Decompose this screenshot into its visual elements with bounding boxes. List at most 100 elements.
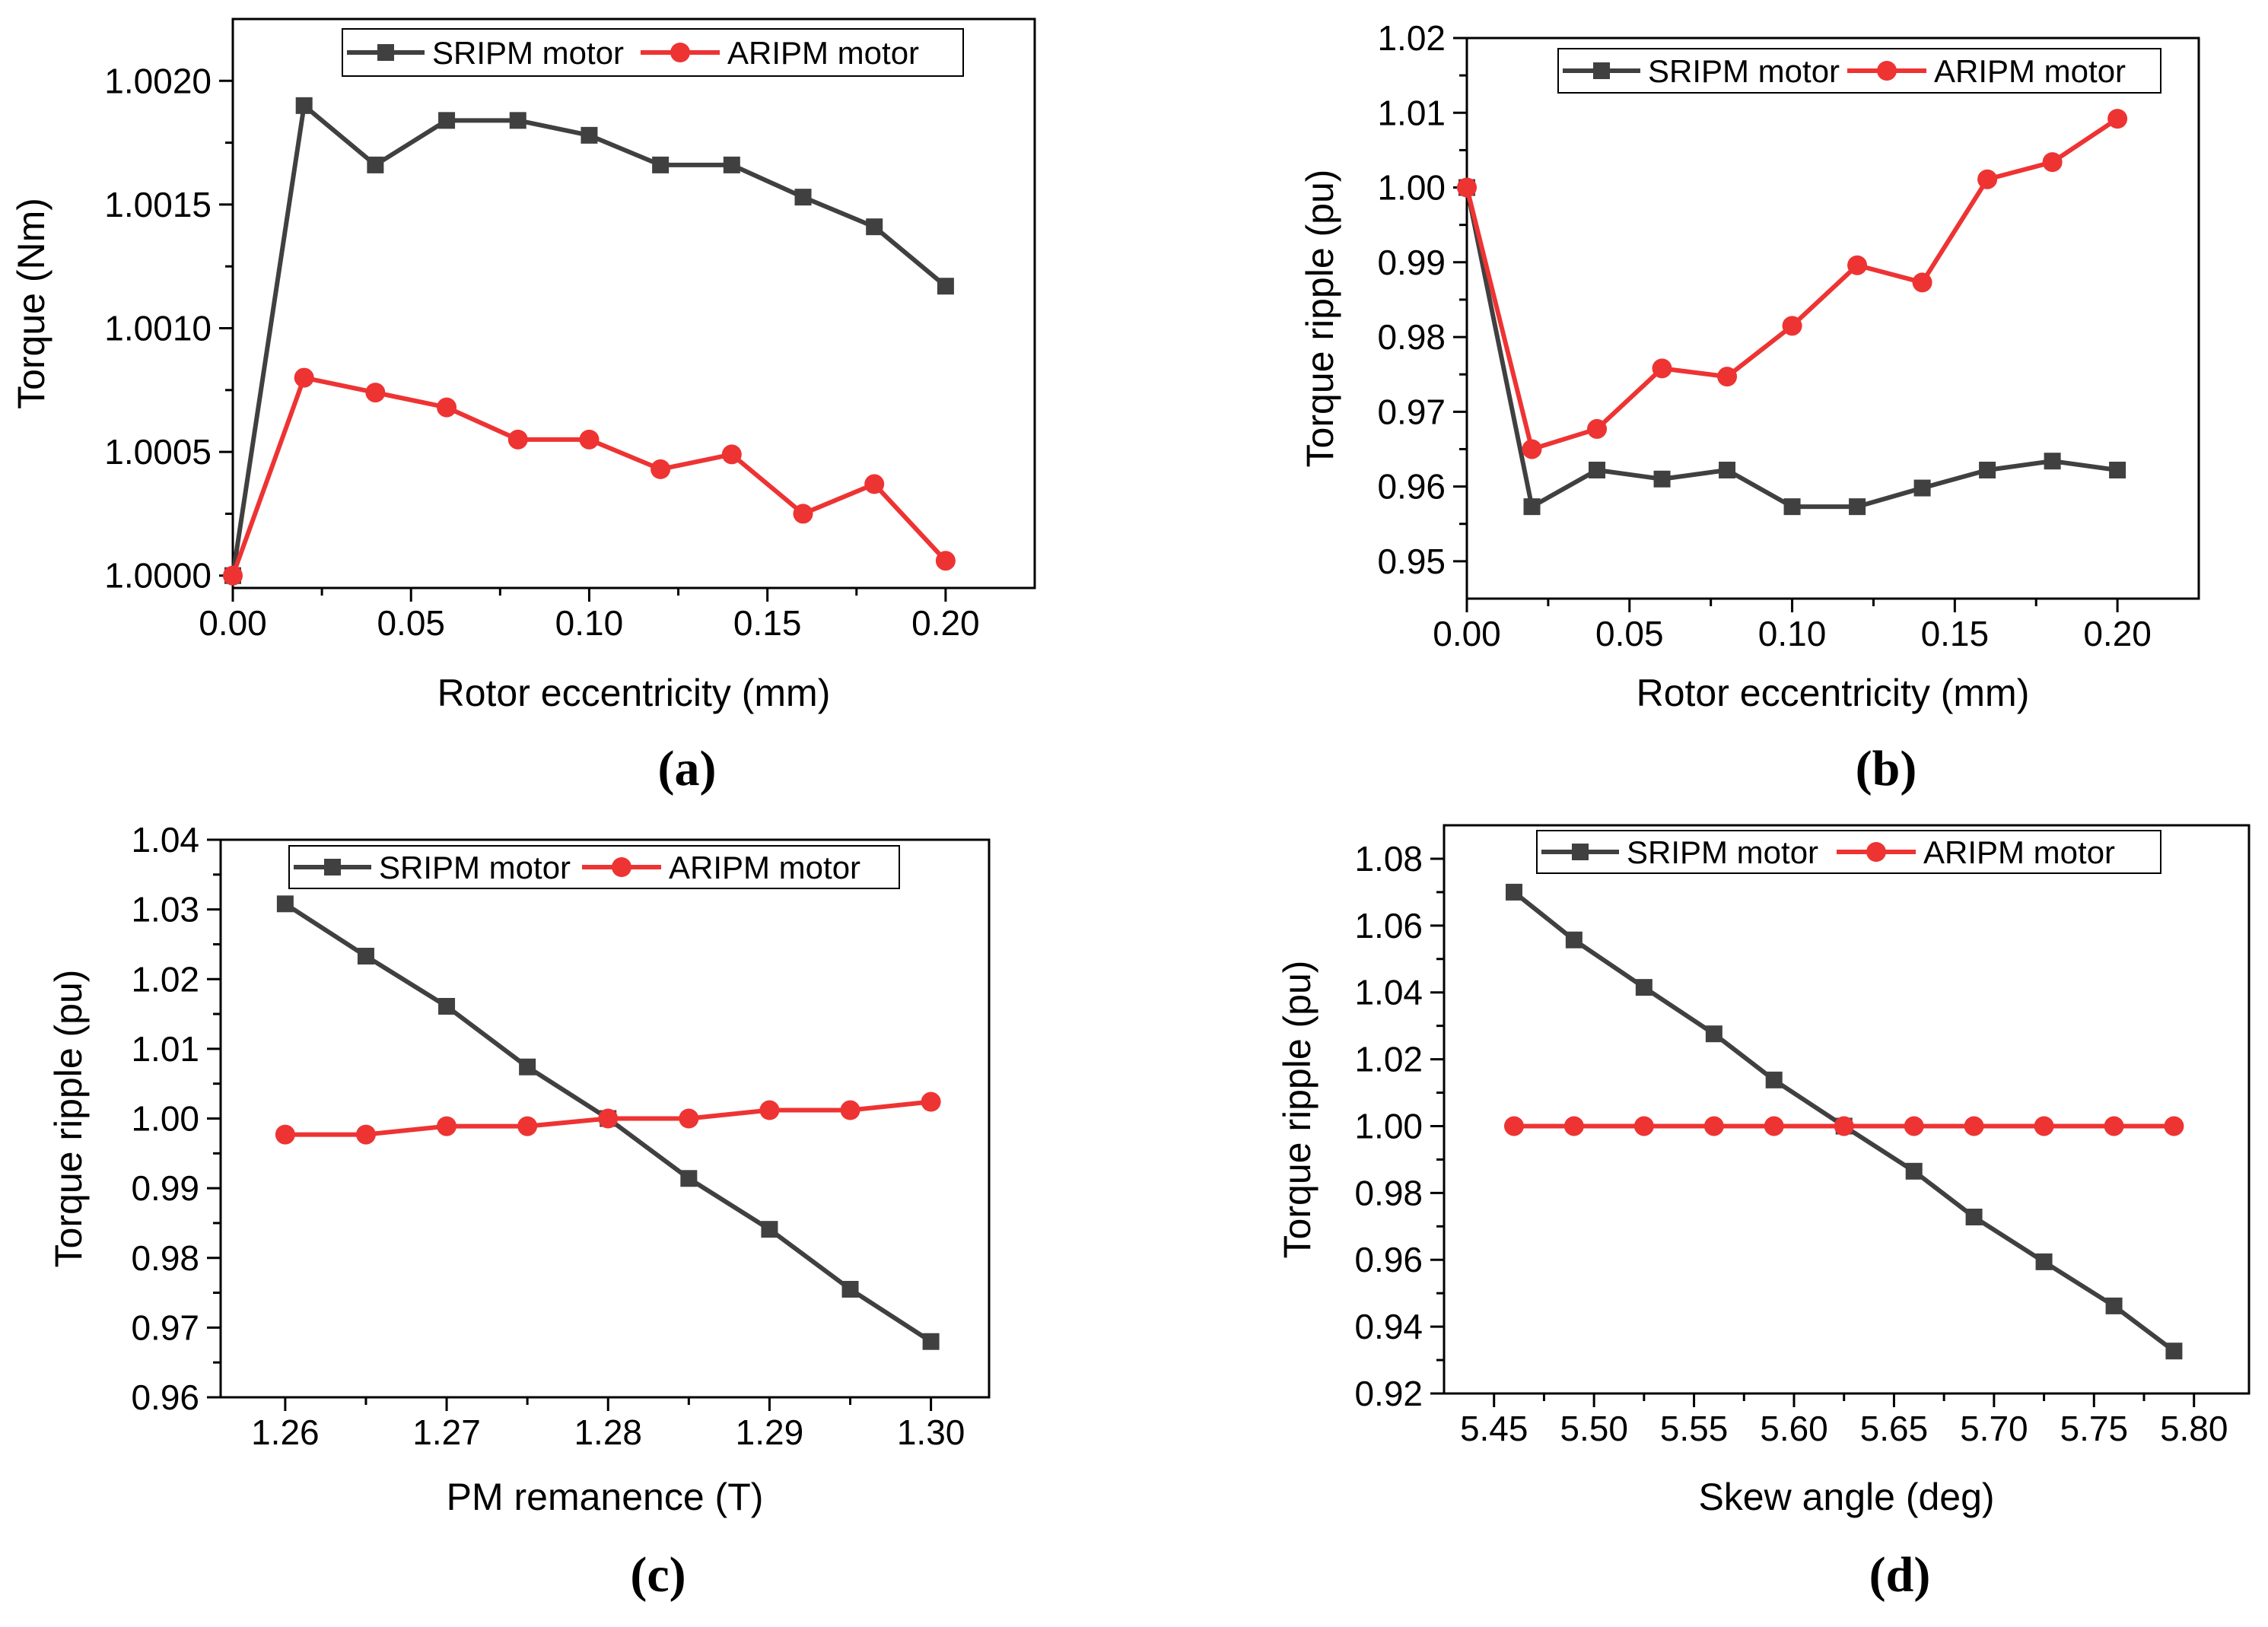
y-axis-label: Torque ripple (pu) (47, 970, 90, 1268)
x-tick-label: 1.28 (574, 1413, 642, 1452)
data-point-aripm (579, 429, 600, 450)
data-point-aripm (1563, 1116, 1584, 1136)
x-tick-label: 0.10 (555, 603, 624, 643)
x-tick-label: 5.70 (1960, 1409, 2028, 1448)
data-point-sripm (1653, 470, 1671, 488)
data-point-sripm (2044, 453, 2061, 470)
y-tick-label: 0.96 (1354, 1240, 1423, 1279)
data-point-aripm (1504, 1116, 1524, 1136)
x-tick-label: 5.45 (1460, 1409, 1528, 1448)
y-tick-label: 1.00 (1377, 168, 1446, 208)
data-point-aripm (2042, 152, 2063, 173)
legend-label-sripm: SRIPM motor (1627, 834, 1818, 870)
legend-label-aripm: ARIPM motor (1934, 53, 2126, 89)
y-tick-label: 1.01 (1377, 93, 1446, 132)
data-point-sripm (581, 126, 598, 144)
x-tick-label: 1.29 (736, 1413, 804, 1452)
data-point-sripm (794, 189, 812, 206)
legend: SRIPM motor ARIPM motor (342, 28, 964, 77)
x-tick-label: 0.15 (1921, 614, 1990, 653)
y-tick-label: 1.08 (1354, 839, 1423, 879)
y-tick-label: 1.01 (131, 1029, 199, 1069)
x-tick-label: 1.30 (897, 1413, 965, 1452)
x-tick-label: 0.20 (911, 603, 980, 643)
plot-frame (1443, 824, 2251, 1395)
series-line-sripm (231, 103, 947, 577)
legend-marker-sripm (1593, 62, 1610, 79)
y-tick-label: 1.0005 (104, 432, 212, 472)
data-point-aripm (1834, 1116, 1854, 1136)
x-axis-label: Rotor eccentricity (mm) (1637, 672, 2030, 714)
legend-marker-aripm (1877, 61, 1897, 81)
panel-label: (c) (630, 1547, 685, 1603)
x-tick-label: 0.00 (1433, 614, 1501, 653)
x-tick-label: 0.20 (2083, 614, 2152, 653)
series-line-aripm (1465, 116, 2119, 452)
y-tick-label: 0.95 (1377, 542, 1446, 581)
data-point-aripm (2034, 1116, 2054, 1136)
data-point-sripm (1523, 498, 1541, 516)
data-point-aripm (507, 429, 528, 450)
data-point-aripm (1587, 418, 1608, 439)
panel-label: (b) (1856, 741, 1917, 796)
chart-panel-a: 0.00 0.05 0.10 0.15 0.20 1.0000 1.0005 1.0010 1.… (10, 17, 1036, 796)
data-point-aripm (935, 551, 956, 571)
data-point-sripm (367, 156, 384, 173)
data-point-aripm (517, 1116, 538, 1136)
data-point-sripm (1913, 479, 1931, 497)
x-tick-label: 0.10 (1758, 614, 1827, 653)
panel-label: (a) (658, 741, 717, 796)
chart-panel-b: 0.00 0.05 0.10 0.15 0.20 0.95 0.96 0.97 0.98 0.99… (1299, 18, 2200, 796)
data-point-sripm (438, 997, 456, 1015)
data-point-sripm (2035, 1253, 2053, 1270)
y-tick-label: 1.02 (1377, 18, 1446, 58)
y-tick-label: 1.0010 (104, 309, 212, 348)
data-point-sripm (922, 1333, 940, 1350)
x-axis-label: PM remanence (T) (447, 1476, 764, 1518)
legend-label-aripm: ARIPM motor (669, 850, 860, 885)
data-point-aripm (2107, 109, 2128, 129)
y-tick-label: 0.98 (131, 1238, 199, 1278)
data-point-aripm (1964, 1116, 1984, 1136)
data-point-sripm (1965, 1208, 1983, 1225)
data-point-aripm (921, 1092, 941, 1112)
y-axis-label: Torque ripple (pu) (1276, 961, 1318, 1259)
y-tick-label: 0.96 (131, 1378, 199, 1417)
series-line-aripm (231, 375, 948, 577)
data-point-sripm (2105, 1297, 2123, 1314)
legend-marker-sripm (377, 44, 394, 61)
data-point-aripm (679, 1108, 699, 1129)
x-tick-label: 5.75 (2060, 1409, 2129, 1448)
data-point-sripm (1506, 883, 1522, 901)
data-point-aripm (721, 444, 742, 465)
y-tick-label: 1.02 (1354, 1040, 1423, 1079)
plot-frame (1465, 37, 2200, 600)
data-point-aripm (2164, 1116, 2184, 1136)
data-point-aripm (840, 1100, 860, 1120)
data-point-aripm (598, 1108, 619, 1129)
data-point-sripm (2109, 461, 2126, 478)
data-point-sripm (1765, 1071, 1783, 1088)
x-axis-label: Rotor eccentricity (mm) (437, 672, 831, 714)
x-tick-label: 0.15 (733, 603, 802, 643)
legend: SRIPM motor ARIPM motor (288, 845, 900, 889)
y-tick-label: 1.0015 (104, 185, 212, 224)
data-point-sripm (438, 112, 456, 129)
data-point-sripm (841, 1280, 859, 1298)
data-point-aripm (1764, 1116, 1784, 1136)
legend-marker-aripm (1866, 842, 1886, 862)
x-tick-label: 1.26 (251, 1413, 320, 1452)
y-axis-label: Torque (Nm) (10, 198, 52, 409)
data-point-sripm (866, 218, 883, 236)
y-tick-label: 0.92 (1354, 1374, 1423, 1413)
data-point-sripm (1635, 979, 1652, 996)
data-point-aripm (1904, 1116, 1924, 1136)
data-point-sripm (723, 156, 740, 173)
legend-label-sripm: SRIPM motor (1648, 53, 1840, 89)
legend-marker-sripm (324, 859, 341, 875)
data-point-sripm (652, 156, 670, 173)
y-tick-label: 0.98 (1377, 317, 1446, 357)
data-point-sripm (1589, 461, 1606, 478)
plot-frame (231, 17, 1036, 589)
legend-label-sripm: SRIPM motor (432, 35, 624, 71)
